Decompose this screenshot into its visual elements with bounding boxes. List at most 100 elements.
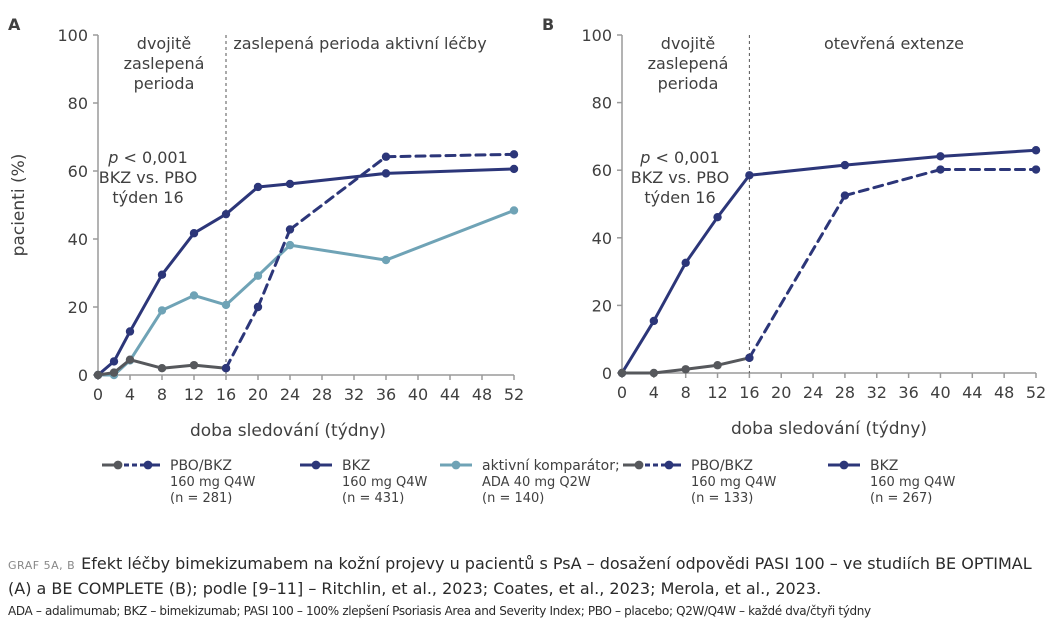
- data-point: [253, 302, 263, 312]
- data-point: [509, 206, 519, 215]
- series-segment: [384, 167, 516, 175]
- series-segment: [652, 261, 688, 323]
- annotation-line: p < 0,001: [639, 148, 720, 167]
- y-tick-label: 80: [592, 94, 612, 113]
- y-tick-label: 100: [581, 26, 612, 45]
- period-label-left: dvojitě: [137, 34, 191, 53]
- x-tick-label: 28: [835, 383, 855, 402]
- legend-text: (n = 281): [170, 491, 232, 506]
- series-segment: [288, 243, 388, 262]
- panel-label: B: [542, 15, 554, 34]
- y-tick-label: 60: [68, 162, 88, 181]
- data-point: [253, 271, 263, 280]
- y-tick-label: 60: [592, 161, 612, 180]
- series-segment: [384, 152, 516, 159]
- legend-marker: [451, 460, 461, 470]
- data-point: [681, 365, 690, 374]
- data-point: [745, 353, 754, 362]
- data-point: [509, 150, 519, 159]
- x-tick-label: 16: [739, 383, 759, 402]
- data-point: [713, 361, 722, 370]
- x-tick-label: 52: [504, 385, 524, 404]
- data-point: [840, 160, 850, 170]
- data-point: [936, 165, 945, 174]
- y-tick-label: 100: [57, 26, 88, 45]
- data-point: [93, 370, 103, 380]
- x-tick-label: 40: [930, 383, 950, 402]
- legend-marker: [143, 460, 153, 470]
- series-segment: [684, 363, 720, 371]
- legend-text: (n = 133): [691, 491, 753, 506]
- panel-label: A: [8, 15, 21, 34]
- series-segment: [160, 231, 196, 277]
- x-tick-label: 8: [681, 383, 691, 402]
- period-label-left: zaslepená: [124, 54, 205, 73]
- data-point: [617, 368, 627, 378]
- y-tick-label: 40: [592, 229, 612, 248]
- series-segment: [384, 208, 516, 262]
- data-point: [157, 270, 167, 279]
- x-tick-label: 40: [408, 385, 428, 404]
- x-tick-label: 24: [280, 385, 300, 404]
- x-tick-label: 4: [649, 383, 659, 402]
- series-segment: [620, 319, 656, 375]
- y-tick-label: 20: [68, 298, 88, 317]
- legend-marker: [664, 460, 674, 470]
- x-axis-title: doba sledování (týdny): [190, 421, 386, 441]
- series-segment: [112, 329, 132, 363]
- data-point: [745, 171, 754, 180]
- x-tick-label: 24: [803, 383, 823, 402]
- series-segment: [843, 154, 942, 167]
- data-point: [157, 364, 167, 373]
- figure-label: GRAF 5A, B: [8, 559, 76, 572]
- data-point: [109, 368, 119, 377]
- series-segment: [192, 293, 228, 307]
- legend-text: 160 mg Q4W: [691, 475, 776, 490]
- series-pbo: [617, 353, 754, 378]
- series-segment: [716, 356, 751, 367]
- data-point: [649, 368, 659, 378]
- legend-text: BKZ: [870, 458, 898, 474]
- data-point: [285, 179, 295, 189]
- annotation-line: týden 16: [644, 188, 715, 207]
- y-tick-label: 80: [68, 94, 88, 113]
- period-label-left: zaslepená: [648, 54, 729, 73]
- data-point: [840, 191, 850, 200]
- series-segment: [288, 155, 388, 231]
- legend-marker: [634, 460, 644, 470]
- data-point: [649, 316, 659, 326]
- x-tick-label: 16: [216, 385, 236, 404]
- series-segment: [224, 185, 260, 216]
- x-tick-label: 36: [376, 385, 396, 404]
- series-segment: [160, 293, 196, 312]
- legend-text: 160 mg Q4W: [342, 475, 427, 490]
- data-point: [681, 258, 690, 268]
- abbreviations-note: ADA – adalimumab; BKZ – bimekizumab; PAS…: [8, 604, 871, 618]
- annotation-line: týden 16: [112, 188, 183, 207]
- series-segment: [256, 227, 292, 309]
- data-point: [157, 306, 167, 315]
- series-bkz-160-mg-q4w: [617, 146, 1041, 378]
- annotation-p-value: < 0,001: [118, 148, 187, 167]
- y-axis-title: pacienti (%): [9, 154, 29, 257]
- x-tick-label: 36: [898, 383, 918, 402]
- annotation-line: BKZ vs. PBO: [99, 168, 197, 187]
- legend-text: PBO/BKZ: [691, 458, 753, 474]
- series-segment: [747, 163, 847, 177]
- data-point: [381, 152, 391, 161]
- data-point: [221, 300, 231, 310]
- x-axis-title: doba sledování (týdny): [731, 419, 927, 439]
- data-point: [189, 291, 199, 300]
- series-segment: [192, 363, 228, 370]
- series-segment: [128, 358, 164, 370]
- series-segment: [128, 308, 164, 362]
- data-point: [1031, 146, 1041, 155]
- legend-text: (n = 267): [870, 491, 932, 506]
